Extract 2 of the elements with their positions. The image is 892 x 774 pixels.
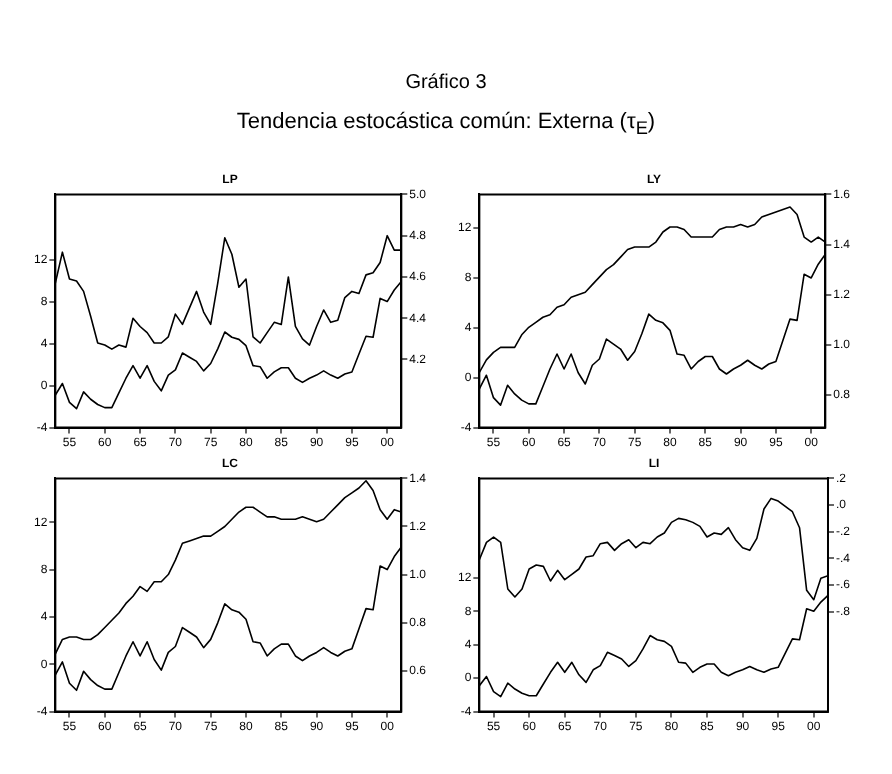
text: Gráfico 3: [403, 72, 489, 94]
text: Tendencia estocástica común: Externa (τ$_{E}$): [234, 110, 658, 139]
